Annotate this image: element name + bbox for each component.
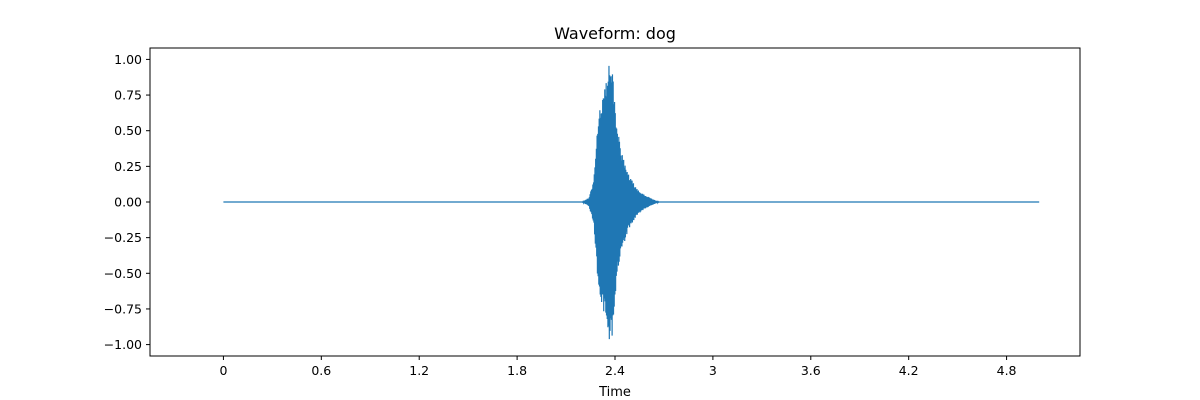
x-tick-label: 1.2 bbox=[409, 363, 429, 378]
x-tick-label: 1.8 bbox=[507, 363, 527, 378]
y-tick-label: −0.25 bbox=[104, 230, 142, 245]
x-tick-label: 3 bbox=[709, 363, 717, 378]
y-tick-label: 1.00 bbox=[114, 52, 142, 67]
x-tick-label: 4.8 bbox=[997, 363, 1017, 378]
y-tick-label: −0.75 bbox=[104, 301, 142, 316]
x-axis: 0 0.6 1.2 1.8 2.4 3 3.6 4.2 4.8 bbox=[219, 356, 1017, 378]
chart-title: Waveform: dog bbox=[554, 24, 676, 43]
y-tick-label: 0.00 bbox=[114, 195, 142, 210]
y-axis: 1.00 0.75 0.50 0.25 0.00 −0.25 −0.50 −0.75 −1.00 bbox=[104, 52, 150, 352]
y-tick-label: −0.50 bbox=[104, 266, 142, 281]
y-tick-label: −1.00 bbox=[104, 337, 142, 352]
x-tick-label: 0 bbox=[219, 363, 227, 378]
x-axis-label: Time bbox=[598, 385, 631, 400]
x-tick-label: 0.6 bbox=[311, 363, 331, 378]
waveform-series-line bbox=[223, 65, 1040, 340]
x-tick-label: 4.2 bbox=[899, 363, 919, 378]
y-tick-label: 0.50 bbox=[114, 123, 142, 138]
y-tick-label: 0.25 bbox=[114, 159, 142, 174]
plot-area bbox=[149, 47, 1081, 357]
x-tick-label: 3.6 bbox=[801, 363, 821, 378]
y-tick-label: 0.75 bbox=[114, 88, 142, 103]
x-tick-label: 2.4 bbox=[605, 363, 625, 378]
